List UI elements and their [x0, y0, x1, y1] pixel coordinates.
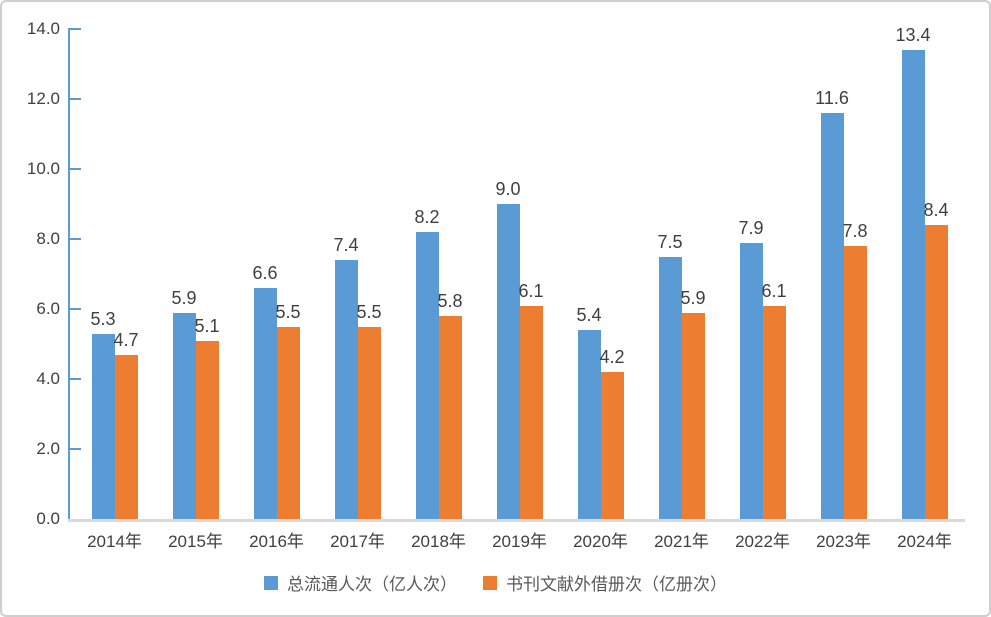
y-axis-tick — [70, 378, 81, 380]
value-label-series-0-2023年: 11.6 — [815, 88, 849, 108]
x-axis-label-2022年: 2022年 — [735, 532, 790, 551]
x-axis-label-2023年: 2023年 — [816, 532, 871, 551]
value-label-series-0-2019年: 9.0 — [495, 179, 521, 199]
x-axis-label-2015年: 2015年 — [168, 532, 223, 551]
y-axis-tick — [70, 308, 81, 310]
x-axis-label-2014年: 2014年 — [87, 532, 142, 551]
value-label-series-0-2017年: 7.4 — [333, 235, 359, 255]
value-label-series-1-2018年: 5.8 — [437, 291, 463, 311]
bar-series-0-2021年 — [658, 256, 682, 519]
x-axis-label-2017年: 2017年 — [330, 532, 385, 551]
bar-series-1-2019年 — [519, 305, 543, 519]
value-label-series-1-2020年: 4.2 — [599, 347, 625, 367]
legend-label-series-1: 书刊文献外借册次（亿册次） — [506, 575, 727, 594]
value-label-series-1-2014年: 4.7 — [113, 329, 139, 350]
x-axis-label-2021年: 2021年 — [654, 532, 709, 551]
bar-series-0-2022年 — [739, 242, 763, 519]
value-label-series-1-2022年: 6.1 — [761, 280, 787, 301]
y-axis-tick-label: 0.0 — [36, 509, 60, 528]
value-label-series-0-2014年: 5.3 — [90, 308, 116, 329]
bar-series-0-2024年 — [901, 50, 925, 519]
bar-series-0-2016年 — [253, 288, 277, 519]
bar-series-1-2016年 — [276, 326, 300, 519]
legend-item-series-1: 书刊文献外借册次（亿册次） — [483, 570, 727, 595]
y-axis-tick-label: 6.0 — [36, 299, 60, 318]
value-label-series-1-2021年: 5.9 — [680, 287, 706, 308]
value-label-series-0-2015年: 5.9 — [171, 287, 197, 308]
y-axis-tick-label: 8.0 — [36, 229, 60, 248]
bar-series-1-2017年 — [357, 326, 381, 519]
x-axis-label-2018年: 2018年 — [411, 532, 466, 551]
bar-series-0-2023年 — [820, 113, 844, 519]
y-axis-tick-label: 10.0 — [26, 159, 60, 178]
x-axis-label-2016年: 2016年 — [249, 532, 304, 551]
y-axis-tick — [70, 98, 81, 100]
bar-series-1-2021年 — [681, 312, 705, 519]
value-label-series-1-2023年: 7.8 — [842, 221, 868, 241]
x-axis-label-2019年: 2019年 — [492, 532, 547, 551]
bar-series-1-2014年 — [114, 354, 138, 519]
bar-series-1-2015年 — [195, 340, 219, 519]
bar-series-1-2020年 — [600, 372, 624, 519]
bar-series-0-2018年 — [415, 232, 439, 519]
value-label-series-0-2022年: 7.9 — [738, 217, 764, 238]
y-axis-tick-label: 2.0 — [36, 439, 60, 458]
value-label-series-1-2016年: 5.5 — [275, 301, 301, 322]
bar-series-1-2023年 — [843, 246, 867, 519]
legend-item-series-0: 总流通人次（亿人次） — [264, 570, 457, 595]
legend: 总流通人次（亿人次） 书刊文献外借册次（亿册次） — [2, 570, 989, 595]
bar-series-0-2020年 — [577, 330, 601, 519]
value-label-series-0-2020年: 5.4 — [576, 305, 602, 325]
y-axis-line — [68, 28, 70, 519]
bar-series-0-2019年 — [496, 204, 520, 519]
bar-series-0-2017年 — [334, 260, 358, 519]
bar-series-0-2015年 — [172, 312, 196, 519]
y-axis-tick — [70, 168, 81, 170]
value-label-series-1-2024年: 8.4 — [923, 200, 949, 220]
y-axis-tick — [70, 238, 81, 240]
bar-series-1-2018年 — [438, 316, 462, 519]
x-axis-line — [68, 519, 965, 522]
value-label-series-1-2015年: 5.1 — [194, 315, 220, 336]
value-label-series-0-2024年: 13.4 — [895, 25, 931, 45]
y-axis-tick — [70, 448, 81, 450]
value-label-series-1-2019年: 6.1 — [518, 280, 544, 301]
bar-series-1-2022年 — [762, 305, 786, 519]
legend-swatch-orange — [483, 575, 497, 590]
y-axis-tick-label: 14.0 — [26, 19, 60, 38]
legend-label-series-0: 总流通人次（亿人次） — [287, 575, 457, 594]
bar-series-0-2014年 — [91, 333, 115, 519]
value-label-series-0-2018年: 8.2 — [414, 207, 440, 227]
value-label-series-1-2017年: 5.5 — [356, 301, 382, 322]
bar-series-1-2024年 — [924, 225, 948, 519]
y-axis-tick-label: 4.0 — [36, 369, 60, 388]
value-label-series-0-2021年: 7.5 — [657, 231, 683, 252]
x-axis-label-2020年: 2020年 — [573, 532, 628, 551]
y-axis-tick — [70, 28, 81, 30]
legend-swatch-blue — [264, 575, 278, 590]
x-axis-label-2024年: 2024年 — [897, 532, 952, 551]
y-axis-tick-label: 12.0 — [26, 89, 60, 108]
value-label-series-0-2016年: 6.6 — [252, 263, 278, 283]
